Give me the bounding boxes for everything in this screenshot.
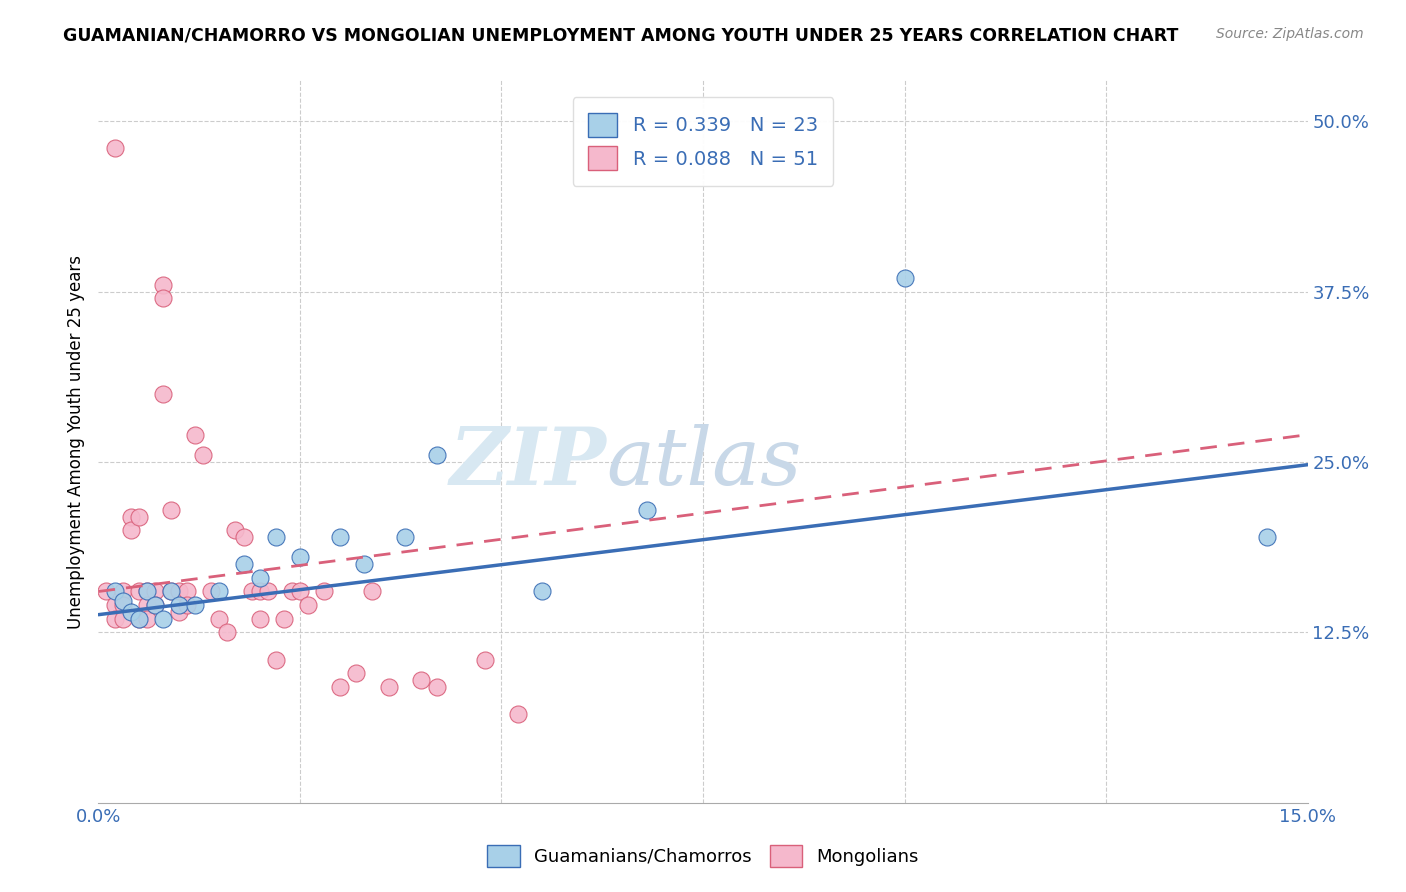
Y-axis label: Unemployment Among Youth under 25 years: Unemployment Among Youth under 25 years <box>66 254 84 629</box>
Point <box>394 530 416 544</box>
Point <box>288 550 311 565</box>
Point <box>329 680 352 694</box>
Point <box>176 584 198 599</box>
Point <box>111 612 134 626</box>
Text: Source: ZipAtlas.com: Source: ZipAtlas.com <box>1216 27 1364 41</box>
Point <box>200 584 222 599</box>
Point <box>160 584 183 599</box>
Point <box>208 584 231 599</box>
Point <box>143 598 166 612</box>
Point <box>256 584 278 599</box>
Point <box>361 584 384 599</box>
Point <box>530 584 553 599</box>
Point <box>103 612 125 626</box>
Point <box>167 605 190 619</box>
Point <box>893 271 915 285</box>
Point <box>377 680 399 694</box>
Point <box>232 530 254 544</box>
Point <box>1256 530 1278 544</box>
Point <box>281 584 304 599</box>
Point <box>264 653 287 667</box>
Point <box>111 594 134 608</box>
Text: GUAMANIAN/CHAMORRO VS MONGOLIAN UNEMPLOYMENT AMONG YOUTH UNDER 25 YEARS CORRELAT: GUAMANIAN/CHAMORRO VS MONGOLIAN UNEMPLOY… <box>63 27 1178 45</box>
Point <box>249 584 271 599</box>
Point <box>120 605 142 619</box>
Point <box>103 598 125 612</box>
Point <box>120 509 142 524</box>
Point <box>111 584 134 599</box>
Legend: R = 0.339   N = 23, R = 0.088   N = 51: R = 0.339 N = 23, R = 0.088 N = 51 <box>572 97 834 186</box>
Point <box>152 387 174 401</box>
Point <box>135 584 157 599</box>
Point <box>353 558 375 572</box>
Point <box>120 523 142 537</box>
Point <box>329 530 352 544</box>
Text: atlas: atlas <box>606 425 801 502</box>
Point <box>249 612 271 626</box>
Point <box>167 584 190 599</box>
Point <box>103 584 125 599</box>
Point <box>152 612 174 626</box>
Point <box>232 558 254 572</box>
Point <box>176 598 198 612</box>
Point <box>135 598 157 612</box>
Point <box>224 523 246 537</box>
Point <box>426 448 449 462</box>
Point <box>264 530 287 544</box>
Point <box>314 584 336 599</box>
Point <box>344 666 367 681</box>
Point <box>128 612 150 626</box>
Point <box>426 680 449 694</box>
Point <box>208 612 231 626</box>
Point <box>135 612 157 626</box>
Point <box>152 292 174 306</box>
Point <box>143 584 166 599</box>
Point <box>111 598 134 612</box>
Point <box>96 584 118 599</box>
Point <box>128 612 150 626</box>
Point <box>143 598 166 612</box>
Point <box>193 448 215 462</box>
Point <box>288 584 311 599</box>
Text: ZIP: ZIP <box>450 425 606 502</box>
Point <box>103 141 125 155</box>
Point <box>184 598 207 612</box>
Point <box>240 584 263 599</box>
Point <box>249 571 271 585</box>
Point <box>217 625 239 640</box>
Point <box>409 673 432 687</box>
Point <box>184 427 207 442</box>
Point <box>273 612 295 626</box>
Point <box>135 584 157 599</box>
Point <box>636 502 658 516</box>
Point <box>506 707 529 722</box>
Point <box>297 598 319 612</box>
Point <box>160 584 183 599</box>
Point <box>160 502 183 516</box>
Point <box>128 584 150 599</box>
Point <box>167 598 190 612</box>
Legend: Guamanians/Chamorros, Mongolians: Guamanians/Chamorros, Mongolians <box>479 838 927 874</box>
Point <box>474 653 496 667</box>
Point <box>128 509 150 524</box>
Point <box>152 277 174 292</box>
